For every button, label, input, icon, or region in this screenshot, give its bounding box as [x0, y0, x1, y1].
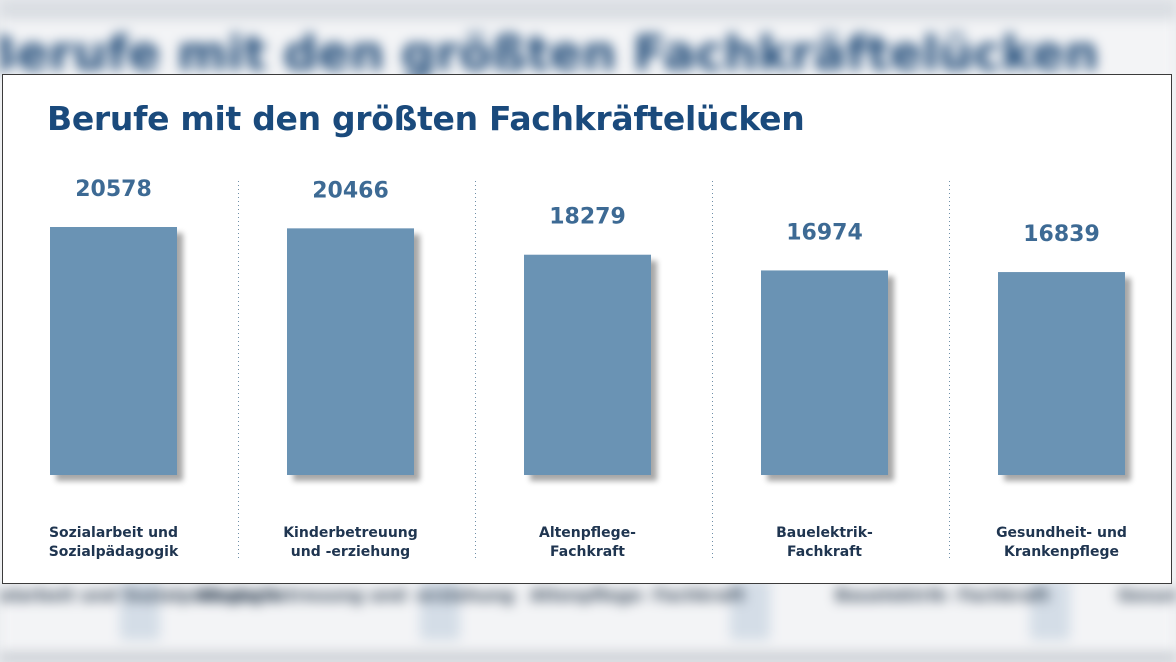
background-category-label: Gesundheit- und Krankenpflege	[1118, 586, 1176, 606]
background-strip	[420, 580, 460, 640]
category-label: Altenpflege- Fachkraft	[538, 525, 636, 560]
background-bottom-band	[0, 652, 1176, 662]
bar-value-label: 18279	[549, 205, 626, 230]
bar	[50, 227, 177, 475]
background-category-label: Altenpflege- Fachkraft	[530, 586, 745, 606]
bar-value-label: 20578	[75, 177, 152, 202]
bar-value-label: 16839	[1023, 222, 1100, 247]
background-title: Berufe mit den größten Fachkräftelücken	[0, 26, 1099, 82]
bar	[761, 270, 888, 475]
category-label: Gesundheit- und Krankenpflege	[996, 525, 1127, 560]
bar-chart: 20578 20466 18279 16974 16839	[50, 177, 1125, 559]
category-label: Sozialarbeit und Sozialpädagogik	[48, 525, 179, 560]
bar	[998, 272, 1125, 475]
bar	[287, 228, 414, 475]
category-label: Bauelektrik- Fachkraft	[776, 525, 873, 560]
background-strip	[730, 580, 770, 640]
background-category-label: Bauelektrik- Fachkraft	[835, 586, 1050, 606]
bar-value-label: 16974	[786, 220, 863, 245]
chart-title: Berufe mit den größten Fachkräftelücken	[47, 99, 805, 138]
chart-card: Berufe mit den größten Fachkräftelücken …	[2, 74, 1172, 584]
background-top-band	[0, 0, 1176, 20]
bar	[524, 254, 651, 475]
category-label: Kinderbetreuung und -erziehung	[283, 525, 418, 560]
bar-value-label: 20466	[312, 178, 389, 203]
background-category-label: Sozialarbeit und Sozialpädagogik	[0, 586, 281, 606]
background-strip	[120, 580, 160, 640]
background-category-label: Kinderbetreuung und -erziehung	[200, 586, 515, 606]
background-strip	[1030, 580, 1070, 640]
